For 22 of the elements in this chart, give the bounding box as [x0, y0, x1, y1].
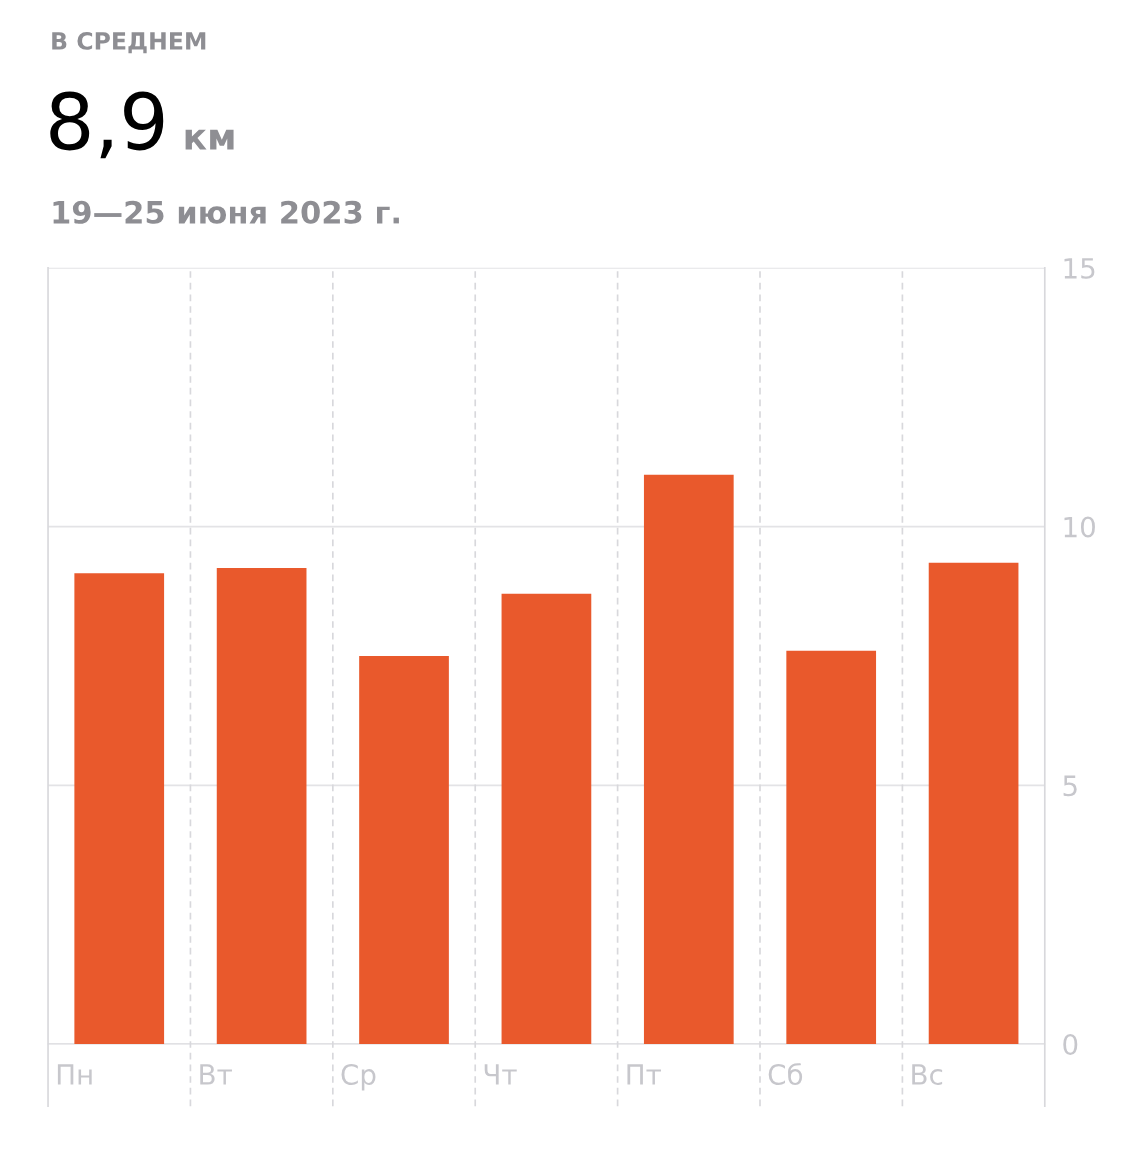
bar [928, 562, 1019, 1045]
x-tick-label: Вт [200, 1064, 232, 1085]
text: км [185, 129, 234, 150]
x-tick-label: Пт [627, 1064, 661, 1085]
chart-title: В СРЕДНЕМ [52, 31, 206, 54]
bar [643, 474, 734, 1045]
y-tick-label: 10 [1064, 516, 1095, 538]
text: 8,9 [50, 91, 164, 159]
bar [501, 593, 592, 1045]
y-tick-label: 15 [1064, 258, 1095, 279]
y-tick-label: 0 [1063, 1033, 1078, 1056]
x-tick-label: Сб [768, 1063, 803, 1085]
bar [216, 567, 307, 1045]
x-tick-label: Пн [57, 1064, 92, 1085]
x-tick-label: Чт [484, 1064, 517, 1085]
chart-subtitle: 19—25 июня 2023 г. [53, 200, 399, 224]
bar [359, 655, 449, 1045]
x-tick-label: Ср [341, 1063, 376, 1091]
y-tick-label: 5 [1063, 775, 1077, 797]
bar [74, 573, 165, 1045]
x-tick-label: Вс [912, 1064, 943, 1085]
bar [786, 650, 877, 1045]
